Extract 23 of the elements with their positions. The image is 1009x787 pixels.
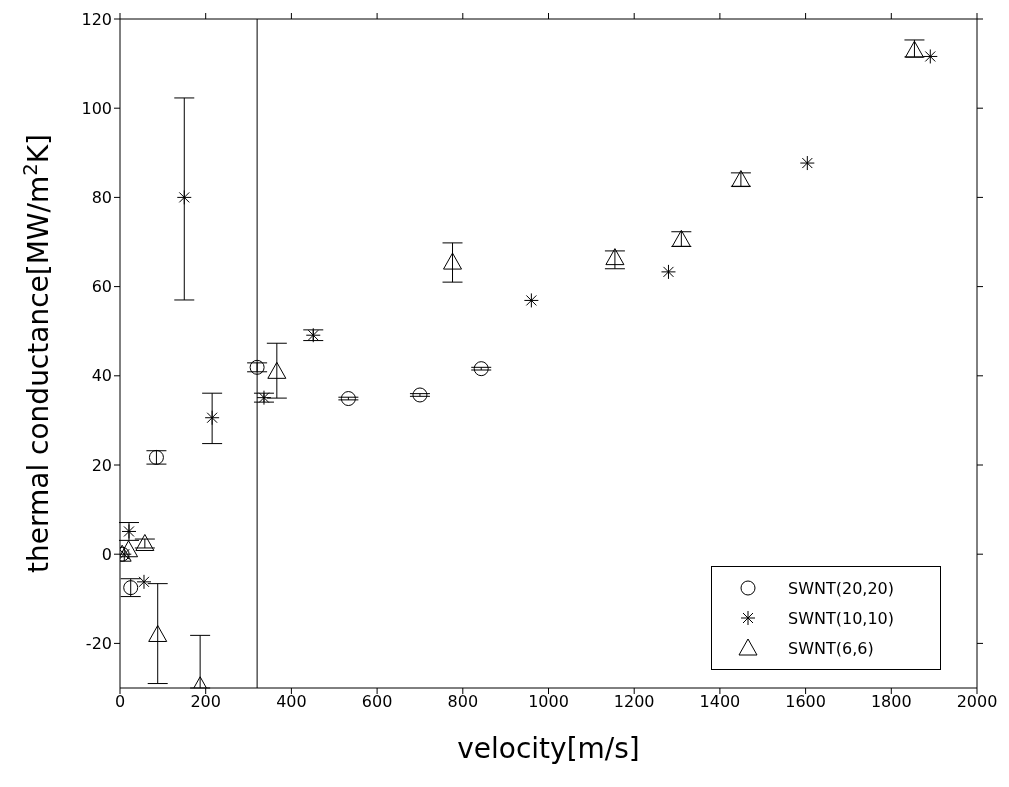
x-tick-label: 0 (114, 692, 126, 712)
y-tick-label: 20 (91, 455, 112, 475)
y-tick-label: 60 (91, 277, 112, 297)
y-tick-label: 40 (91, 366, 112, 386)
x-tick-label: 800 (447, 692, 479, 712)
y-tick-label: 80 (91, 188, 112, 208)
y-tick-label: 100 (81, 98, 112, 118)
legend-label: SWNT(20,20) (787, 578, 894, 598)
x-tick-label: 600 (361, 692, 393, 712)
x-tick-label: 1800 (870, 692, 912, 712)
y-tick-label: 0 (101, 544, 112, 564)
x-tick-label: 200 (190, 692, 221, 712)
x-tick-label: 1600 (785, 692, 826, 712)
x-tick-label: 1200 (613, 692, 655, 712)
x-tick-label: 1400 (699, 692, 741, 712)
y-tick-label: -20 (85, 634, 112, 654)
x-axis-title: velocity[m/s] (457, 732, 640, 765)
legend-label: SWNT(6,6) (787, 638, 874, 658)
x-tick-label: 400 (276, 692, 307, 712)
legend-label: SWNT(10,10) (787, 608, 894, 628)
y-tick-label: 120 (81, 9, 112, 29)
x-tick-label: 2000 (956, 692, 998, 712)
x-tick-label: 1000 (528, 692, 569, 712)
